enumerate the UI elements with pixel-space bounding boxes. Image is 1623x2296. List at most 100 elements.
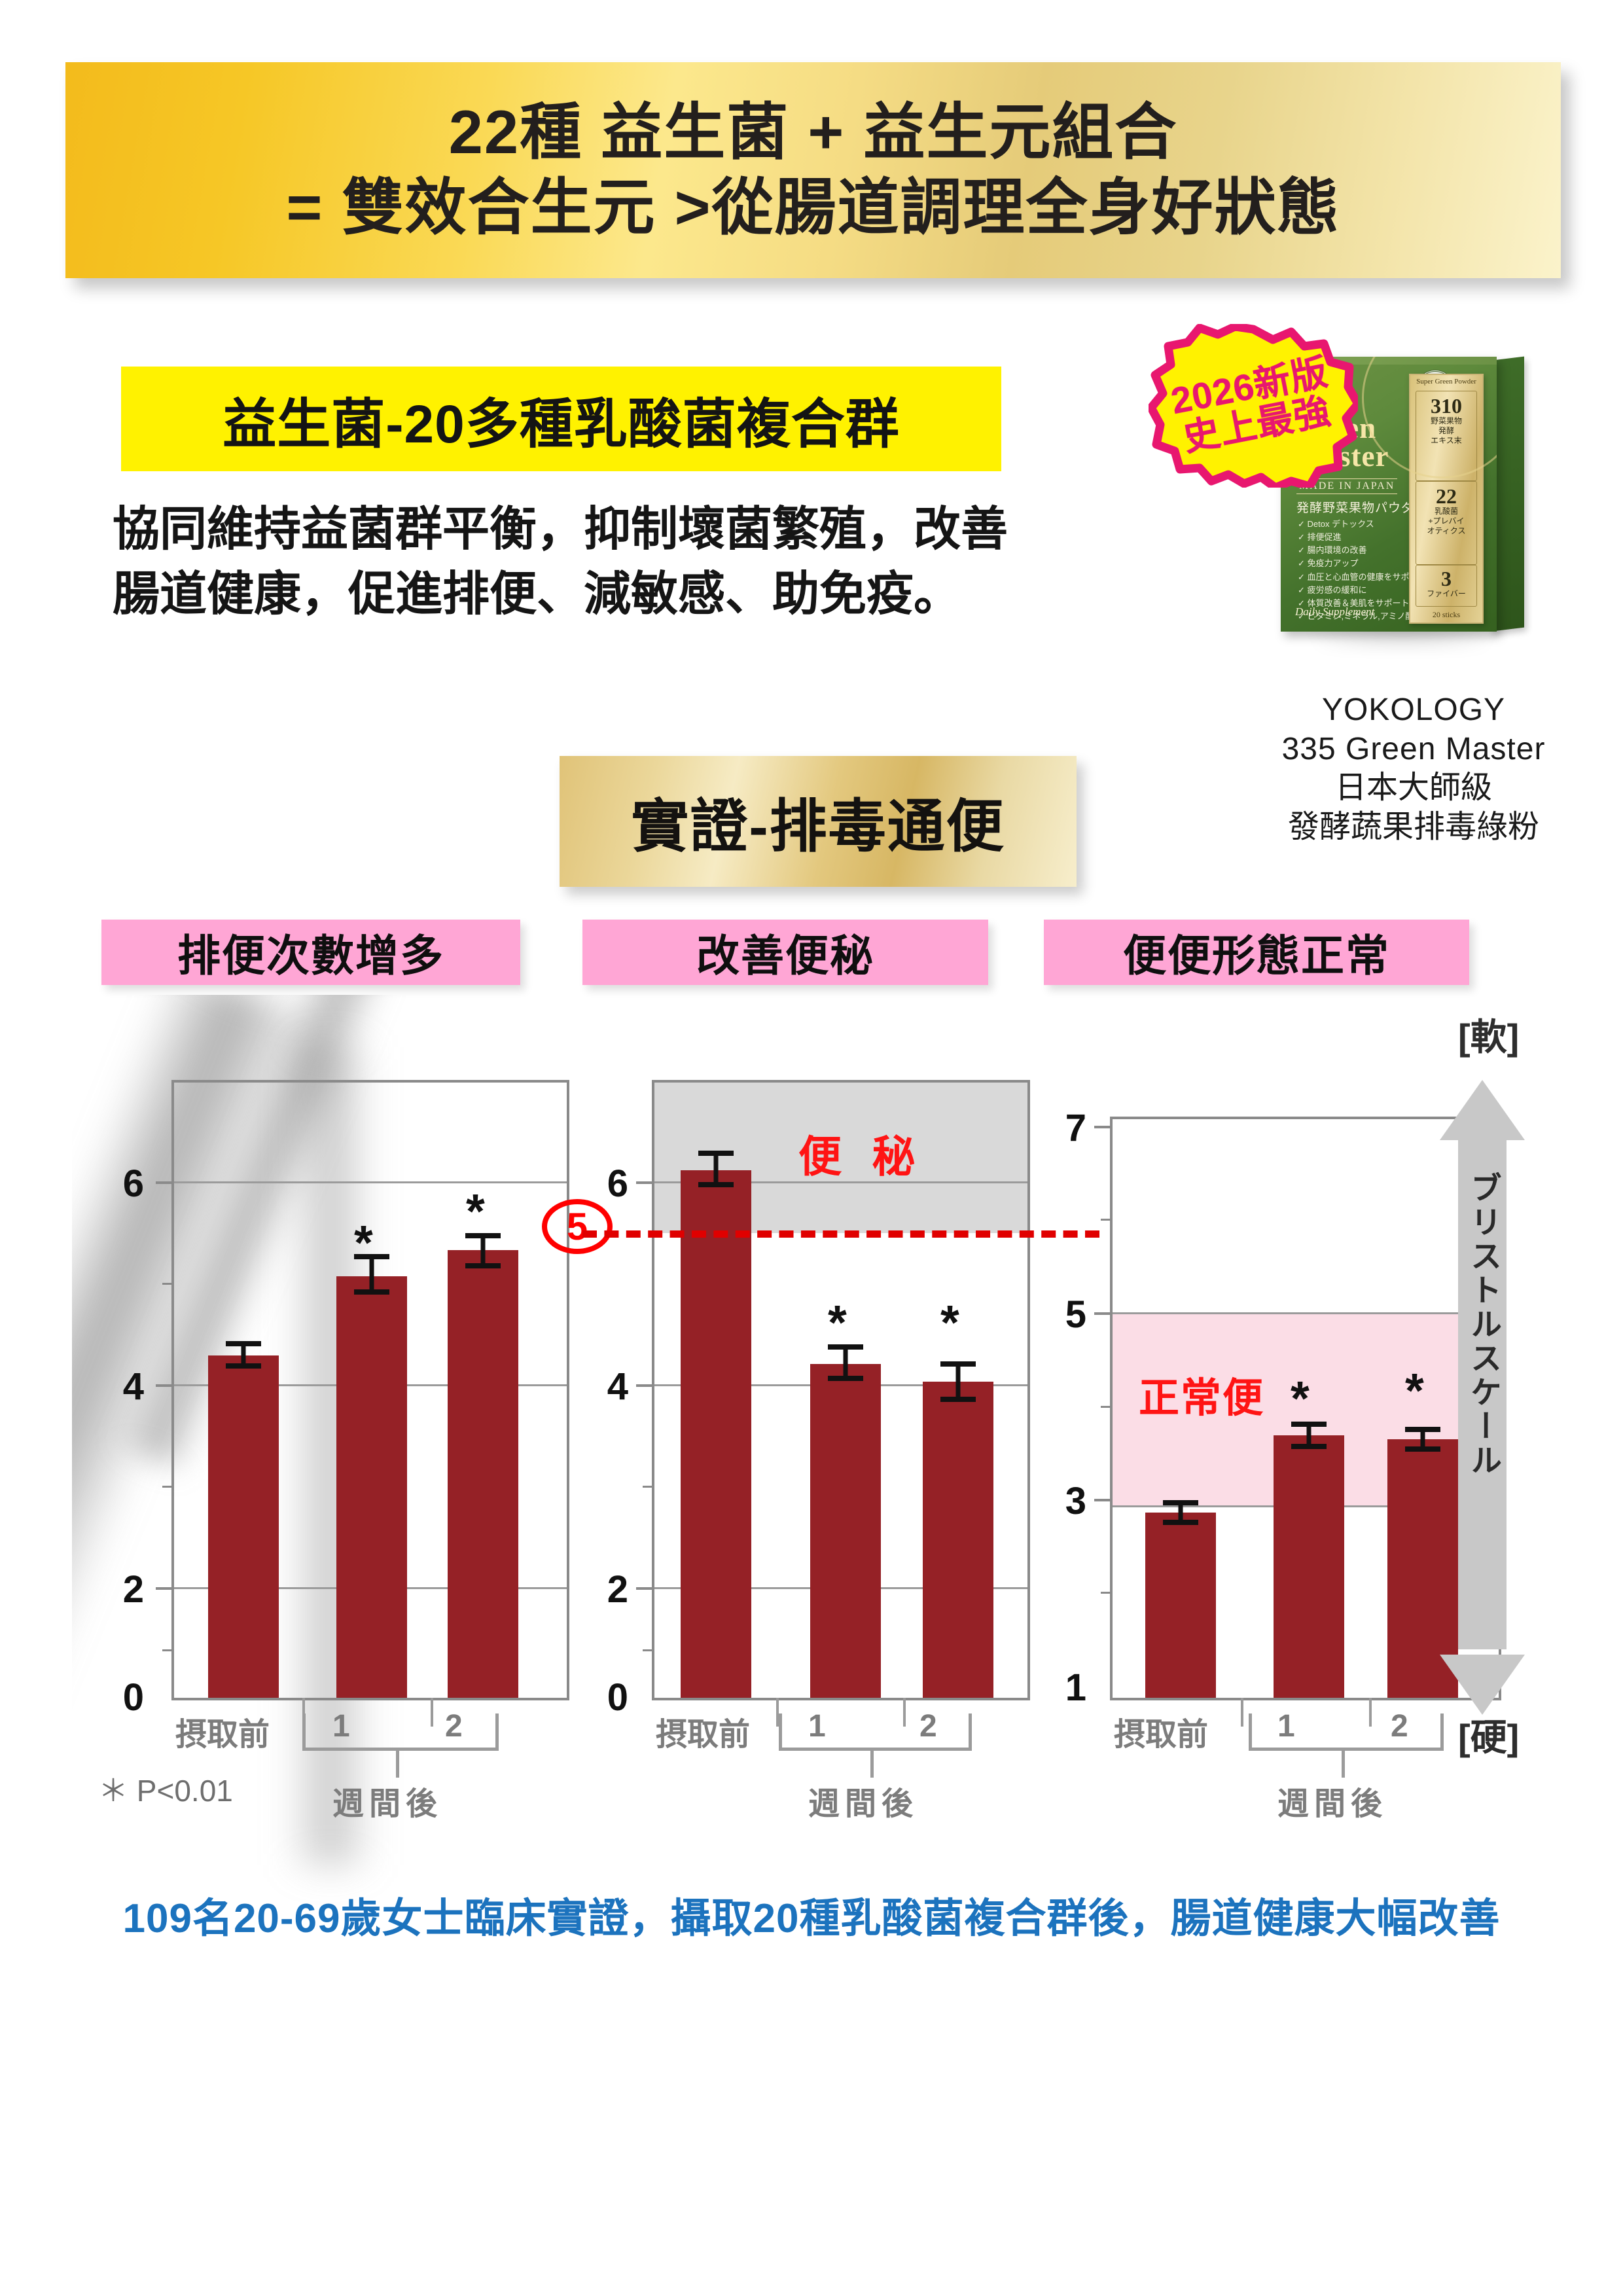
chart-1-footnote: ＊ P<0.01: [98, 1774, 233, 1808]
chart-2-week-bracket: [779, 1713, 972, 1751]
chart-1-tick-1: [162, 1649, 173, 1651]
chart-1-errorbar-1: [354, 1254, 389, 1295]
probiotic-heading-text: 益生菌-20多種乳酸菌複合群: [223, 394, 900, 454]
chart-2-threshold-line: [582, 1230, 1099, 1238]
chart-2-ytick-6: 6: [607, 1162, 628, 1205]
chart-2-significance-1: *: [828, 1295, 847, 1350]
stick-cell-22: 22 乳酸菌 +プレバイ オティクス: [1416, 481, 1477, 565]
chart-3-tick-3: [1094, 1499, 1111, 1501]
chart-3-xtick-2: [1369, 1698, 1372, 1727]
stick-cell-310-caption: 野菜果物 発酵 エキス末: [1430, 416, 1462, 445]
chart-2-xlabel-week1: 1: [808, 1709, 826, 1744]
chart-1-errorbar-2: [465, 1233, 501, 1268]
chart-3-gridline-5: [1113, 1312, 1499, 1314]
chart-3-bar-1: [1274, 1435, 1344, 1698]
chart-1-weeks-label: 週間後: [332, 1787, 443, 1821]
chart-1-xlabel-before: 摂取前: [175, 1717, 270, 1752]
chart-2-xlabel-week2: 2: [919, 1709, 937, 1744]
header-line-2: = 雙效合生元 >從腸道調理全身好狀態: [286, 173, 1340, 242]
chart-3-xlabel-week1: 1: [1277, 1709, 1295, 1744]
chart-2-tick-6: [636, 1181, 653, 1184]
chart-2-bar-0: [681, 1170, 751, 1698]
chart-2-threshold-marker: 5: [542, 1199, 613, 1254]
natural-quality-seal-icon: 天然由来の高品質な成分: [1416, 370, 1455, 409]
chart-3-hard-label: [硬]: [1458, 1717, 1520, 1758]
chart-1-tick-3: [162, 1486, 173, 1488]
chart-2-title: 改善便秘: [582, 920, 988, 985]
chart-1-tick-4: [156, 1384, 173, 1387]
bristol-scale-arrow-icon: ブリストルスケール: [1440, 1060, 1525, 1728]
probiotic-body-copy: 協同維持益菌群平衡，抑制壞菌繁殖，改善 腸道健康，促進排便、減敏感、助免疫。: [113, 497, 1133, 628]
bristol-scale-label: ブリストルスケール: [1465, 1172, 1500, 1478]
chart-1-ytick-4: 4: [122, 1365, 144, 1408]
chart-1-title-text: 排便次數增多: [177, 931, 444, 980]
chart-1-plot-area: * *: [171, 1080, 569, 1727]
chart-1-title: 排便次數增多: [101, 920, 520, 985]
chart-3-bracket-stem: [1342, 1748, 1345, 1778]
body-line-2: 腸道健康，促進排便、減敏感、助免疫。: [113, 568, 961, 621]
chart-1-xtick-2: [431, 1698, 433, 1727]
chart-3-xlabel-before: 摂取前: [1114, 1717, 1209, 1752]
chart-1-bar-1: [336, 1276, 407, 1698]
chart-2-xtick-2: [903, 1698, 906, 1727]
chart-3-band-label: 正常便: [1139, 1376, 1265, 1421]
chart-3-title-text: 便便形態正常: [1123, 931, 1390, 980]
chart-2-errorbar-0: [698, 1151, 734, 1187]
chart-2-tick-2: [636, 1587, 653, 1590]
chart-2-bracket-stem: [870, 1748, 874, 1778]
probiotic-heading-highlight: 益生菌-20多種乳酸菌複合群: [121, 367, 1001, 471]
chart-2-tick-4: [636, 1384, 653, 1387]
arrow-shaft: [1458, 1139, 1507, 1649]
evidence-banner-title: 實證-排毒通便: [631, 793, 1005, 859]
chart-3-tick-2: [1101, 1592, 1111, 1594]
chart-2-ytick-2: 2: [607, 1568, 628, 1611]
chart-1-ytick-2: 2: [122, 1568, 144, 1611]
chart-2-ytick-0: 0: [607, 1676, 628, 1719]
chart-1-xlabel-week2: 2: [445, 1709, 463, 1744]
chart-3-xlabel-week2: 2: [1391, 1709, 1408, 1744]
chart-1-tick-2: [156, 1587, 173, 1590]
package-front-panel: 天然由来の高品質な成分 Green Master MADE IN JAPAN 発…: [1281, 357, 1497, 632]
stick-cell-3-number: 3: [1441, 567, 1452, 590]
stick-cell-3-caption: ファイバー: [1427, 589, 1466, 598]
chart-3-ytick-5: 5: [1065, 1293, 1086, 1336]
daily-supplement-label: Daily Supplement: [1295, 605, 1375, 618]
chart-3-significance-2: *: [1405, 1363, 1424, 1418]
chart-3-week-bracket: [1249, 1713, 1444, 1751]
chart-1-panel: 6 4 2 0 * * 摂取前 1 2 週間後 ＊ P<0.01: [72, 995, 589, 1865]
stick-cell-310-number: 310: [1431, 394, 1462, 418]
new-version-badge: 2026新版 史上最強: [1149, 324, 1358, 488]
chart-3-panel: 7 5 3 1 正常便 * * 摂取前 1 2 週間後 [軟] ブリス: [1021, 995, 1571, 1821]
chart-2-panel: 6 4 2 0 5 便 秘 * * 摂取前 1 2 週間後: [542, 995, 1099, 1821]
chart-2-gridline-6: [654, 1181, 1027, 1183]
chart-2-errorbar-1: [828, 1344, 863, 1381]
arrow-up-head-icon: [1440, 1080, 1525, 1140]
chart-1-significance-2: *: [466, 1184, 485, 1238]
product-package-image: 天然由来の高品質な成分 Green Master MADE IN JAPAN 発…: [1273, 350, 1535, 664]
chart-3-tick-7: [1094, 1126, 1111, 1128]
chart-3-tick-5: [1094, 1312, 1111, 1315]
stick-cell-22-caption: 乳酸菌 +プレバイ オティクス: [1427, 507, 1466, 535]
chart-1-significance-1: *: [354, 1215, 373, 1270]
chart-1-tick-5: [162, 1283, 173, 1285]
chart-3-tick-4: [1101, 1406, 1111, 1408]
chart-3-weeks-label: 週間後: [1277, 1787, 1388, 1821]
chart-1-bracket-stem: [396, 1748, 399, 1778]
package-jp-subtitle: 発酵野菜果物パウダー: [1296, 501, 1428, 515]
chart-3-significance-1: *: [1291, 1371, 1310, 1426]
chart-3-errorbar-0: [1163, 1500, 1198, 1525]
made-in-japan-label: MADE IN JAPAN: [1296, 478, 1398, 494]
header-line-1: 22種 益生菌 + 益生元組合: [448, 98, 1178, 167]
footer-caption: 109名20-69歲女士臨床實證，攝取20種乳酸菌複合群後，腸道健康大幅改善: [0, 1885, 1623, 1944]
chart-2-title-text: 改善便秘: [696, 931, 874, 980]
chart-1-tick-6: [156, 1181, 173, 1184]
product-caption-line-3: 日本大師級: [1334, 770, 1492, 806]
chart-1-xlabel-week1: 1: [332, 1709, 350, 1744]
chart-2-band-label: 便 秘: [798, 1132, 925, 1181]
chart-3-ytick-1: 1: [1065, 1666, 1086, 1709]
chart-3-title: 便便形態正常: [1044, 920, 1469, 985]
stick-header-label: Super Green Powder: [1416, 378, 1476, 386]
chart-1-ytick-0: 0: [122, 1676, 144, 1719]
chart-2-plot-area: 便 秘 * *: [652, 1080, 1030, 1727]
chart-1-gridline-6: [174, 1181, 567, 1183]
